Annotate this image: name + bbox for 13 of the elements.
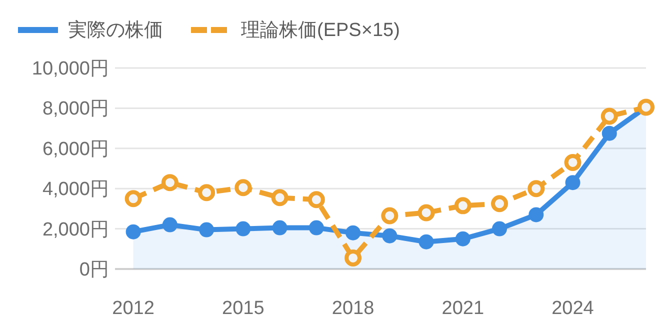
y-tick-label: 6,000円: [42, 138, 109, 160]
y-tick-label: 2,000円: [42, 219, 109, 240]
x-tick-label: 2012: [112, 298, 154, 319]
legend-label: 理論株価(EPS×15): [241, 20, 400, 41]
x-tick-label: 2015: [222, 298, 264, 319]
legend-label: 実際の株価: [68, 19, 163, 41]
x-tick-label: 2024: [552, 298, 594, 319]
y-tick-label: 4,000円: [42, 179, 109, 200]
x-tick-label: 2021: [442, 298, 484, 319]
x-tick-label: 2018: [332, 298, 374, 319]
y-tick-label: 0円: [79, 260, 109, 280]
y-tick-label: 8,000円: [42, 98, 109, 120]
y-tick-label: 10,000円: [32, 58, 109, 80]
